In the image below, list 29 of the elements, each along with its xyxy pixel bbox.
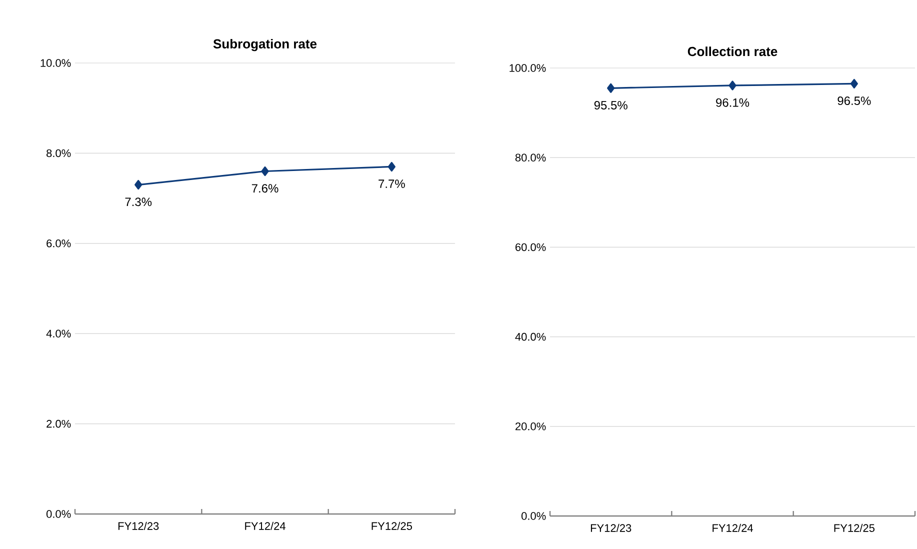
chart-title: Subrogation rate bbox=[213, 38, 317, 52]
y-tick-label: 4.0% bbox=[46, 330, 71, 338]
data-label: 95.5% bbox=[594, 101, 628, 110]
y-tick-label: 20.0% bbox=[516, 422, 546, 430]
x-tick-label: FY12/24 bbox=[712, 524, 753, 532]
x-tick-label: FY12/25 bbox=[372, 522, 412, 530]
point bbox=[388, 162, 396, 172]
y-tick-label: 10.0% bbox=[40, 59, 71, 67]
data-label: 7.7% bbox=[378, 180, 405, 188]
data-label: 96.1% bbox=[716, 98, 750, 107]
point bbox=[261, 166, 269, 176]
y-tick-label: 0.0% bbox=[46, 510, 71, 518]
point bbox=[134, 180, 142, 190]
y-tick-label: 100.0% bbox=[510, 64, 546, 72]
x-tick-label: FY12/23 bbox=[118, 522, 159, 530]
chart-title: Collection rate bbox=[688, 46, 778, 56]
y-tick-label: 8.0% bbox=[46, 149, 71, 158]
y-tick-label: 2.0% bbox=[46, 420, 71, 428]
x-tick-label: FY12/25 bbox=[834, 524, 874, 532]
data-label: 7.6% bbox=[252, 184, 278, 193]
y-tick-label: 6.0% bbox=[46, 240, 71, 248]
data-label: 96.5% bbox=[838, 96, 871, 106]
x-tick-label: FY12/24 bbox=[245, 522, 286, 530]
y-tick-label: 0.0% bbox=[521, 512, 546, 520]
y-tick-label: 80.0% bbox=[515, 154, 546, 162]
y-tick-label: 40.0% bbox=[515, 332, 546, 341]
x-tick-label: FY12/23 bbox=[590, 524, 632, 532]
y-tick-label: 60.0% bbox=[516, 243, 546, 252]
data-label: 7.3% bbox=[125, 198, 152, 206]
